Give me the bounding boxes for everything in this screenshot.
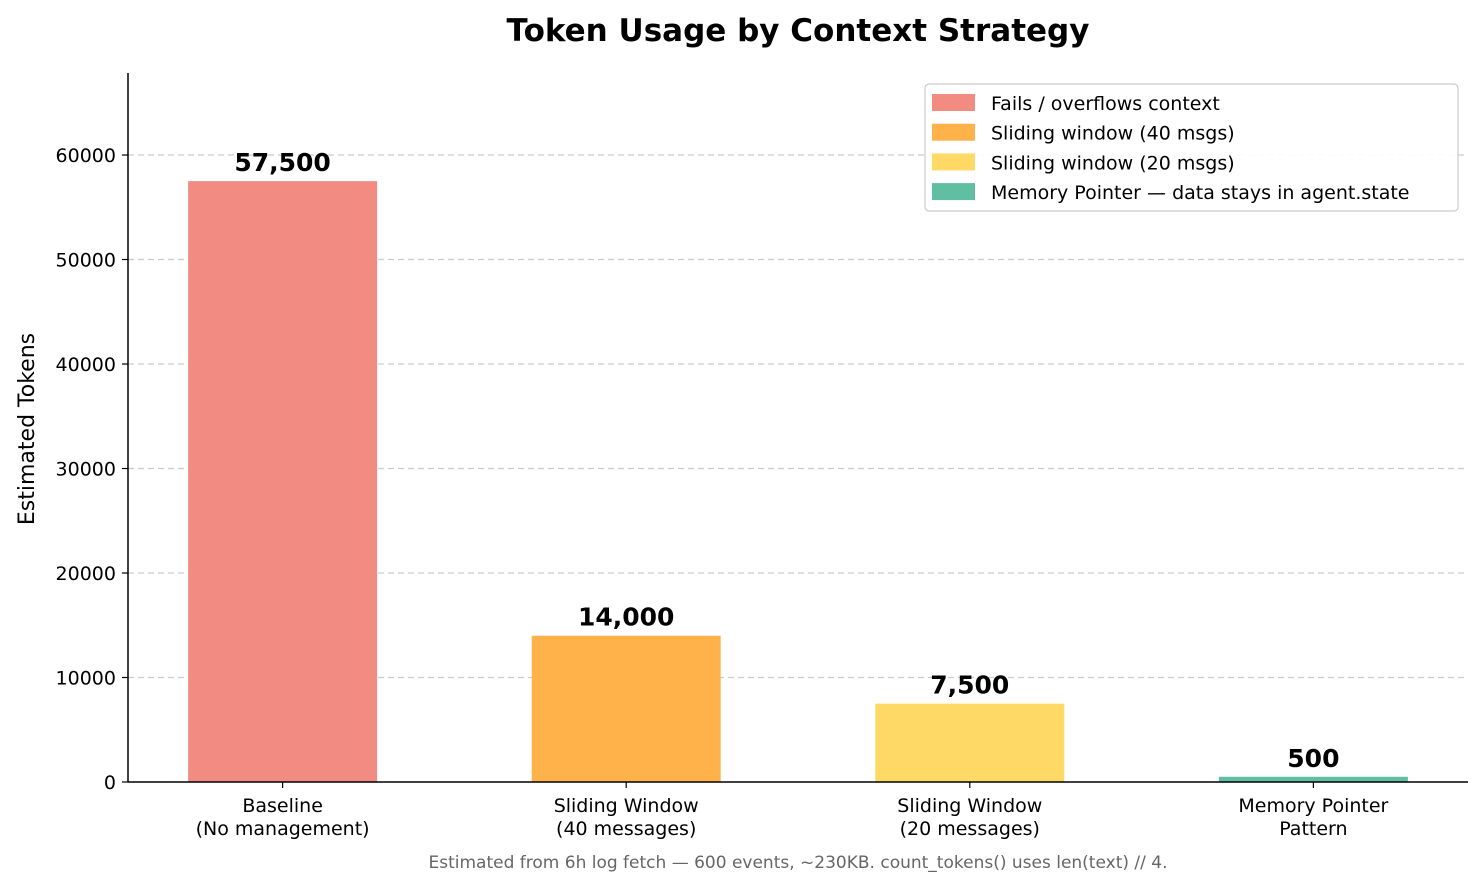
- x-tick-label-line: Memory Pointer: [1238, 795, 1388, 817]
- y-axis-label: Estimated Tokens: [15, 333, 40, 525]
- x-tick-label: Baseline (No management): [196, 795, 370, 840]
- legend-swatch: [932, 94, 975, 111]
- x-tick-label-line: (40 messages): [556, 818, 696, 840]
- data-label: 500: [1287, 744, 1339, 773]
- legend-box: [924, 83, 1459, 212]
- x-tick-label-line: (No management): [196, 818, 370, 840]
- bar: [1218, 776, 1408, 782]
- data-label: 7,500: [930, 671, 1009, 700]
- chart-title: Token Usage by Context Strategy: [507, 13, 1090, 49]
- x-tick-label-line: (20 messages): [900, 818, 1040, 840]
- x-tick-label-line: Sliding Window: [897, 795, 1042, 817]
- data-label: 14,000: [578, 603, 674, 632]
- legend-swatch: [932, 153, 975, 171]
- data-labels: 57,500 14,000 7,500 500: [234, 148, 1339, 773]
- bar: [875, 703, 1065, 782]
- x-tick-label-line: Baseline: [242, 795, 323, 817]
- y-tick-label: 40000: [56, 354, 116, 376]
- x-tick-label-line: Sliding Window: [554, 795, 699, 817]
- bar: [531, 635, 721, 782]
- footnote: Estimated from 6h log fetch — 600 events…: [429, 853, 1168, 873]
- data-label: 57,500: [234, 148, 330, 177]
- legend-entry: Sliding window (40 msgs): [991, 123, 1235, 145]
- x-tick-label: Memory Pointer Pattern: [1238, 795, 1388, 840]
- y-tick-label: 50000: [56, 250, 116, 272]
- legend-swatch: [932, 183, 975, 201]
- legend-entry: Memory Pointer — data stays in agent.sta…: [991, 182, 1410, 204]
- bars: [188, 181, 1408, 783]
- bar: [188, 181, 378, 783]
- y-axis: 0 10000 20000 30000 40000 50000 60000: [56, 73, 129, 794]
- x-axis: Baseline (No management)Sliding Window (40…: [128, 781, 1468, 840]
- x-tick-label-line: Pattern: [1279, 818, 1347, 840]
- legend: Fails / overflows context Sliding window …: [924, 83, 1459, 212]
- y-tick-label: 10000: [56, 668, 116, 690]
- x-tick-label: Sliding Window (20 messages): [897, 795, 1042, 840]
- x-tick-label: Sliding Window (40 messages): [554, 795, 699, 840]
- legend-entry: Sliding window (20 msgs): [991, 152, 1235, 174]
- legend-entry: Fails / overflows context: [991, 93, 1220, 115]
- y-tick-label: 20000: [56, 563, 116, 585]
- y-tick-label: 60000: [56, 145, 116, 167]
- legend-swatch: [932, 123, 975, 141]
- y-tick-label: 0: [104, 772, 116, 794]
- y-tick-label: 30000: [56, 459, 116, 481]
